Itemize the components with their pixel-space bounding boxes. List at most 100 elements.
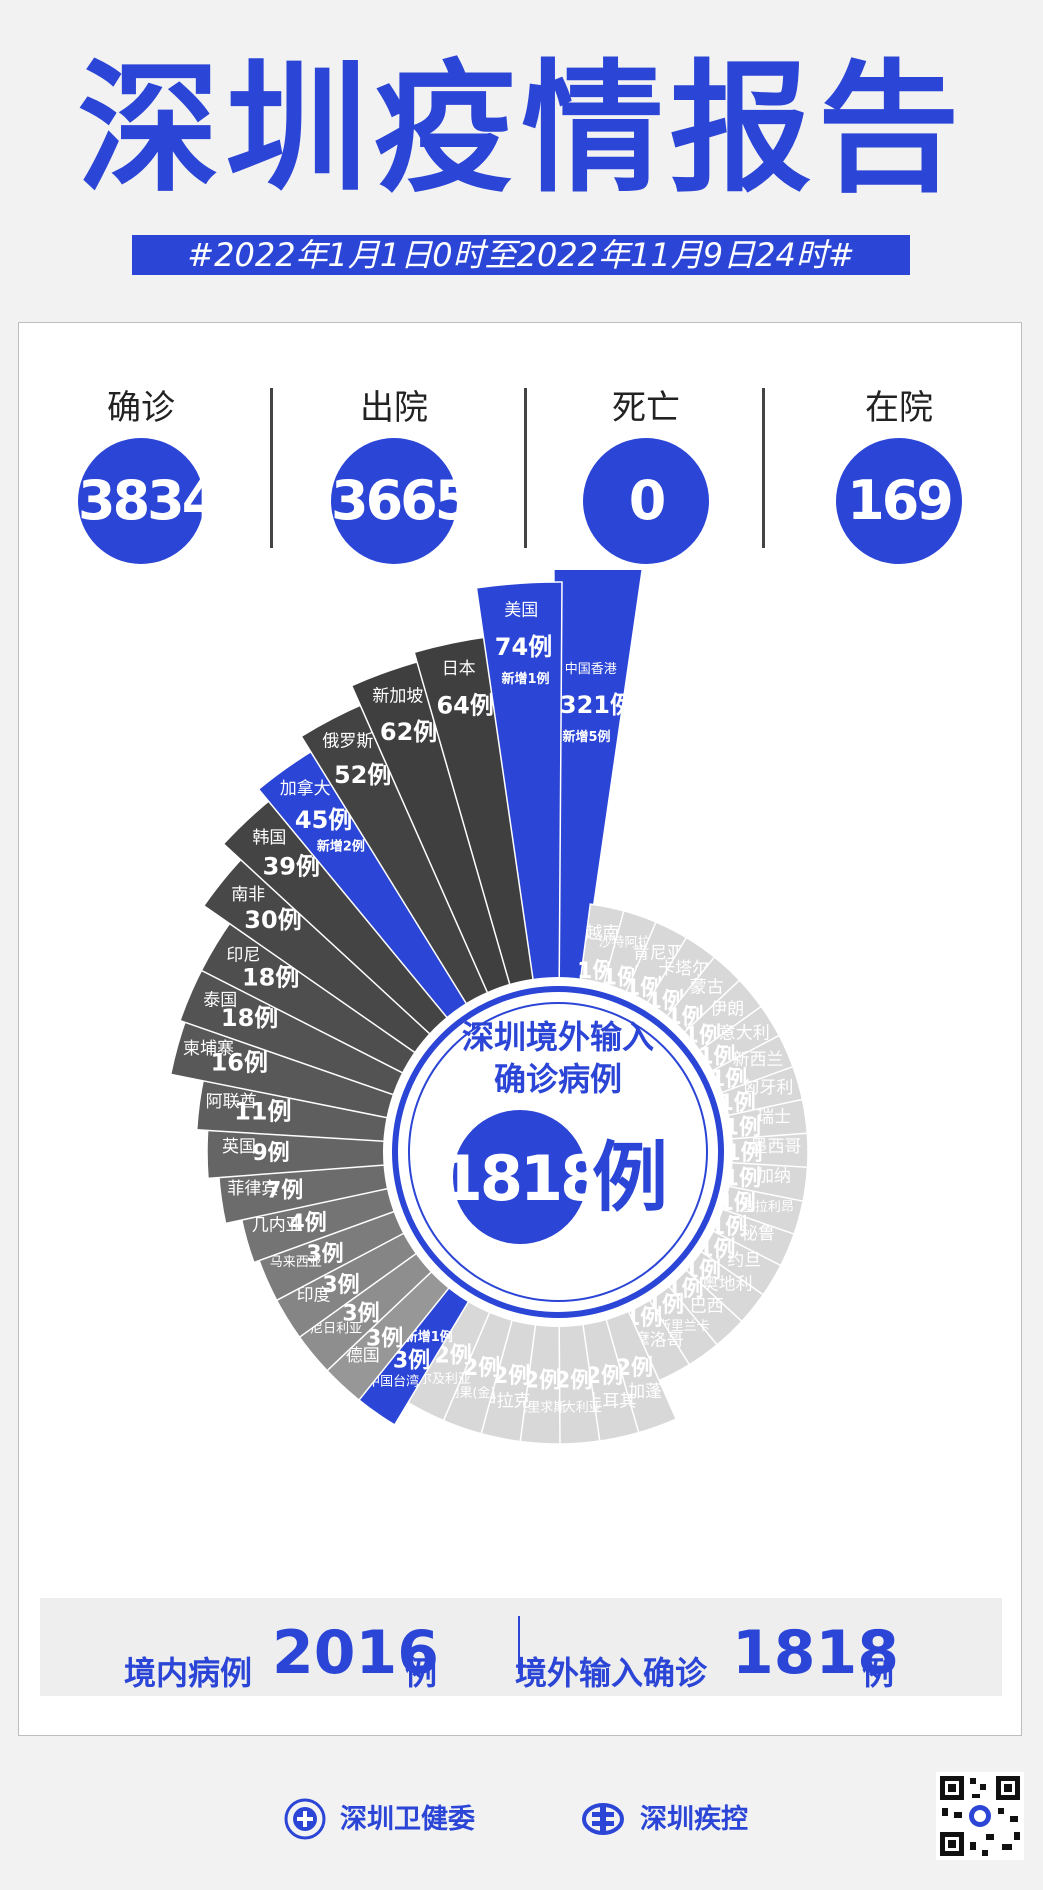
slice-name-label: 菲律宾 [227,1179,278,1199]
slice-name-label: 巴西 [690,1296,724,1316]
slice-value-label: 3例 [322,1273,359,1298]
domestic-label: 境内病例 [124,1654,253,1692]
footer-org-health-commission: 深圳卫健委 [340,1804,475,1835]
stat-hospitalized-label: 在院 [865,388,933,428]
slice-name-label: 泰国 [203,990,237,1010]
center-total-circle [453,1110,587,1244]
slice-name-label: 伊朗 [710,999,744,1019]
slice-value-label: 18例 [242,963,299,991]
slice-name-label: 柬埔寨 [183,1039,234,1059]
slice-value-label: 64例 [436,692,493,720]
stat-divider [524,388,527,548]
slice-note-label: 新增1例 [501,671,549,687]
slice-name-label: 伊拉克 [480,1392,531,1412]
imported-label: 境外输入确诊 [515,1654,708,1692]
slice-name-label: 新加坡 [372,687,423,707]
slice-note-label: 新增2例 [317,839,365,855]
slice-value-label: 3例 [306,1242,343,1267]
slice-name-label: 印度 [297,1286,331,1306]
slice-value-label: 3例 [342,1301,379,1326]
slice-name-label: 英国 [222,1137,256,1157]
domestic-value: 2016 [272,1618,439,1688]
slice-name-label: 匈牙利 [742,1078,793,1098]
slice-name-label: 卡塔尔 [658,959,709,979]
slice-name-label: 摩洛哥 [633,1331,684,1351]
center-inner-ring [408,1002,708,1302]
slice-name-label: 刚果(金) [446,1385,495,1401]
slice-name-label: 加蓬 [628,1382,662,1402]
stat-hospitalized-value: 169 [836,438,962,564]
slice-value-label: 11例 [234,1097,291,1125]
slice-value-label: 62例 [380,718,437,746]
slice-name-label: 新西兰 [733,1050,784,1070]
slice-name-label: 瑞士 [757,1107,791,1127]
footer-org-cdc: 深圳疾控 [640,1804,748,1835]
stat-discharged-label: 出院 [360,388,428,428]
slice-name-label: 土耳其 [585,1392,636,1412]
stat-confirmed-label: 确诊 [107,388,175,428]
slice-name-label: 秘鲁 [741,1224,775,1244]
slice-name-label: 加纳 [757,1167,791,1187]
slice-name-label: 肯尼亚 [633,943,684,963]
slice-name-label: 奥地利 [702,1275,753,1295]
chart-center: 深圳境外输入 确诊病例 1818 例 [383,977,733,1327]
slice-name-label: 毛里求斯 [514,1400,566,1415]
center-total-unit: 例 [592,1133,668,1222]
slice-note-label: 新增1例 [405,1329,453,1345]
domestic-unit: 例 [405,1654,438,1692]
slice-name-label: 约旦 [727,1250,761,1270]
slice-name-label: 意大利 [719,1024,770,1044]
health-commission-logo-icon [284,1798,326,1840]
slice-value-label: 2例 [555,1369,592,1394]
stat-deaths-label: 死亡 [612,388,680,428]
slice-name-label: 南非 [231,885,265,905]
slice-name-label: 美国 [504,600,538,620]
slice-value-label: 74例 [495,633,552,661]
slice-name-label: 墨西哥 [751,1137,802,1157]
stat-confirmed-value: 3834 [78,438,219,564]
cdc-logo-icon [582,1803,624,1835]
slice-name-label: 中国台湾 [367,1374,419,1390]
date-range-text: #2022年1月1日0时至2022年11月9日24时# [187,236,855,274]
slice-name-label: 澳大利亚 [550,1399,602,1415]
slice-note-label: 新增5例 [562,729,610,745]
slice-value-label: 18例 [221,1004,278,1032]
summary-divider [518,1616,520,1674]
slice-value-label: 4例 [289,1211,326,1236]
stat-divider [762,388,765,548]
center-title-line2: 确诊病例 [494,1060,622,1098]
slice-name-label: 马来西亚 [270,1255,322,1270]
summary-box [40,1598,1002,1696]
center-title-line1: 深圳境外输入 [462,1018,654,1056]
slice-name-label: 中国香港 [565,662,617,677]
slice-value-label: 3例 [393,1349,430,1374]
slice-value-label: 39例 [263,852,320,880]
page-title: 深圳疫情报告 [77,47,966,212]
slice-name-label: 加拿大 [280,778,331,799]
date-range-banner: #2022年1月1日0时至2022年11月9日24时# [132,235,910,275]
slice-name-label: 尼日利亚 [310,1322,362,1337]
slice-value-label: 16例 [211,1049,268,1077]
imported-value: 1818 [732,1618,899,1688]
stat-deaths-value: 0 [583,438,709,564]
slice-name-label: 日本 [442,659,476,679]
slice-name-label: 蒙古 [690,978,724,998]
stat-divider [270,388,273,548]
slice-value-label: 3例 [366,1327,403,1352]
slice-value-label: 7例 [266,1179,303,1204]
slice-value-label: 52例 [334,761,391,789]
imported-unit: 例 [862,1654,895,1692]
slice-name-label: 塞拉利昂 [742,1199,794,1215]
center-total-value: 1818 [440,1142,601,1215]
slice-name-label: 韩国 [252,828,286,848]
slice-name-label: 阿联酋 [206,1092,257,1112]
slice-name-label: 斯里兰卡 [658,1319,710,1334]
slice-value-label: 9例 [252,1141,289,1166]
slice-name-label: 德国 [346,1346,380,1366]
slice-name-label: 印尼 [226,946,260,966]
qr-code-icon [936,1772,1024,1860]
slice-name-label: 几内亚 [252,1216,303,1236]
slice-value-label: 45例 [295,806,352,834]
slice-name-label: 俄罗斯 [322,732,373,752]
